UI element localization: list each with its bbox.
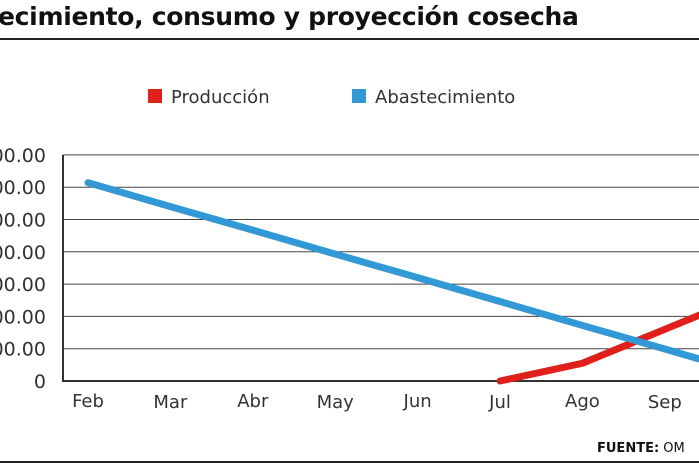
series-line-producción [496,311,699,385]
x-tick-label: Abr [237,391,269,412]
y-tick-label: 00.00 [0,177,46,199]
x-tick-label: Jul [488,392,511,413]
y-tick-label: 00.00 [0,210,46,232]
x-tick-label: Jun [403,391,432,412]
y-tick-label: 0 [34,371,46,393]
x-tick-label: Ago [565,391,600,412]
x-tick-label: Mar [153,392,188,413]
y-tick-label: 00.00 [0,306,46,328]
source-note: FUENTE: OM [597,441,685,456]
legend-swatch [148,89,162,103]
x-tick-label: Sep [648,392,682,413]
source-label: FUENTE: [597,441,660,456]
series-line-abastecimiento [84,179,699,363]
x-tick-label: Feb [72,391,104,412]
legend-label: Producción [171,87,270,108]
legend-label: Abastecimiento [375,87,515,108]
source-value: OM [663,441,685,456]
bottom-divider [0,461,699,463]
y-tick-label: 00.00 [0,145,46,167]
y-tick-label: 00.00 [0,339,46,361]
chart-title: ecimiento, consumo y proyección cosecha [0,2,579,31]
x-tick-label: May [317,392,355,413]
y-tick-label: 00.00 [0,242,46,264]
title-divider [0,38,699,40]
y-tick-label: 00.00 [0,274,46,296]
legend-swatch [352,89,366,103]
